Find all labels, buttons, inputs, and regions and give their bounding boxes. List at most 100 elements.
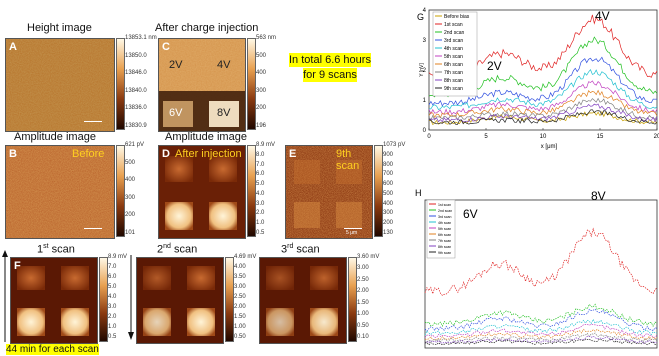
colorbar-tick: 0.50 [234,334,246,340]
highlight-line1: In total 6.6 hours [289,53,371,67]
colorbar-tick: 130 [383,230,394,236]
colorbar-tick: 13830.9 [125,123,147,129]
colorbar-tick: 6.0 [256,171,265,178]
colorbar-b [116,145,125,237]
colorbar-tick: 200 [256,105,267,112]
annotation-6v: 6V [463,207,478,221]
colorbar-e [374,145,383,237]
panel-letter-h: H [415,188,422,198]
colorbar-tick: 1.50 [357,299,369,306]
colorbar-tick: 200 [125,212,136,219]
series-line [424,335,658,344]
colorbar-tick: 300 [383,210,394,217]
colorbar-tick: 900 [383,151,394,158]
annotation-4v: 4V [595,9,610,23]
y-tick-label: 1 [423,98,427,104]
colorbar-tick: 4.0 [108,294,117,300]
series-line [428,97,658,122]
colorbar-tick: 0.5 [256,230,265,236]
afm-panel-c: C 2V 4V 6V 8V [158,38,246,132]
amplitude-title-left: Amplitude image [14,131,96,143]
series-line [424,318,658,336]
legend-entry: 2nd scan [438,209,452,213]
afm-panel-b: B Before [5,145,115,239]
highlight-note: In total 6.6 hours for 9 scans [289,53,371,82]
colorbar-tick: 2.0 [108,314,117,320]
legend-entry: 6th scan [438,233,451,237]
height-noise-texture [6,39,114,131]
colorbar-tick: 13846.0 [125,70,147,77]
colorbar-c [247,38,256,130]
series-line [424,328,658,341]
colorbar-tick: 800 [383,161,394,168]
x-tick-label: 15 [597,134,604,140]
scalebar-e [344,228,362,229]
annotation-2v: 2V [487,59,502,73]
colorbar-f1 [99,257,108,342]
colorbar-tick: 300 [125,194,136,201]
plot-frame [424,199,658,349]
colorbar-tick: 4.00 [234,264,246,270]
y-axis-label: Y [nV] [419,63,425,77]
colorbar-tick: 0.50 [357,322,369,329]
legend-entry: 7th scan [444,70,463,76]
afm-panel-e: E 9th scan 5 μm [285,145,373,239]
colorbar-tick: 400 [383,200,394,207]
charge-height-texture [159,39,245,131]
legend-entry: 6th scan [444,62,463,68]
afm-panel-f3 [259,257,347,344]
y-tick-label: 0 [423,128,427,134]
third-scan-amplitude [260,258,346,343]
series-line [428,89,658,119]
label-6v: 6V [169,107,183,119]
colorbar-tick: 196 [256,123,267,129]
series-line [424,308,658,332]
before-amplitude-texture [6,146,114,238]
colorbar-tick: 1.00 [234,324,246,330]
afm-panel-d: D After injection [158,145,246,239]
panel-letter-f: F [14,260,21,272]
series-line [424,227,658,296]
label-8v: 8V [217,107,231,119]
x-tick-label: 10 [540,134,547,140]
legend-entry: 7th scan [438,239,451,243]
panel-letter-a: A [9,41,17,53]
x-tick-label: 20 [654,134,659,140]
label-2v: 2V [169,59,183,71]
colorbar-tick: 2.0 [256,210,265,217]
colorbar-tick: 500 [125,159,136,166]
annotation-8v: 8V [591,189,606,203]
panel-letter-c: C [162,41,170,53]
colorbar-tick: 2.50 [234,294,246,300]
panel-letter-g: G [417,12,424,22]
colorbar-a [116,38,125,130]
panel-letter-e: E [289,148,297,160]
colorbar-tick: 101 [125,230,136,236]
scan-1-title: 1st scan [37,243,75,256]
scalebar-e-label: 5 μm [346,230,358,236]
amplitude-title-right: Amplitude image [165,131,247,143]
colorbar-tick: 13836.0 [125,105,147,112]
colorbar-tick: 1.0 [108,324,117,330]
panel-letter-b: B [9,148,17,160]
x-axis-label: x [μm] [541,144,558,150]
second-scan-amplitude [137,258,223,343]
label-9th-scan: 9th scan [336,148,360,172]
colorbar-tick: 1.0 [256,220,265,227]
chart-h: 1st scan 2nd scan 3rd scan 4th scan 5th scan… [415,188,658,349]
y-tick-label: 2 [423,68,427,74]
colorbar-tick: 621 pV [125,142,145,148]
colorbar-tick: 13853.1 nm [125,35,157,41]
after-charge-title: After charge injection [155,22,259,34]
colorbar-tick: 0.10 [357,334,369,340]
afm-panel-a: A [5,38,115,132]
scan-down-arrow [128,255,134,340]
legend-entry: 5th scan [438,227,451,231]
colorbar-tick: 3.0 [108,304,117,310]
colorbar-tick: 5.0 [108,284,117,290]
label-after-injection: After injection [175,148,242,160]
legend-entry: 8th scan [444,78,463,84]
left-time-arrow [2,250,8,342]
scalebar-b [84,228,102,229]
x-tick-label: 5 [484,134,488,140]
